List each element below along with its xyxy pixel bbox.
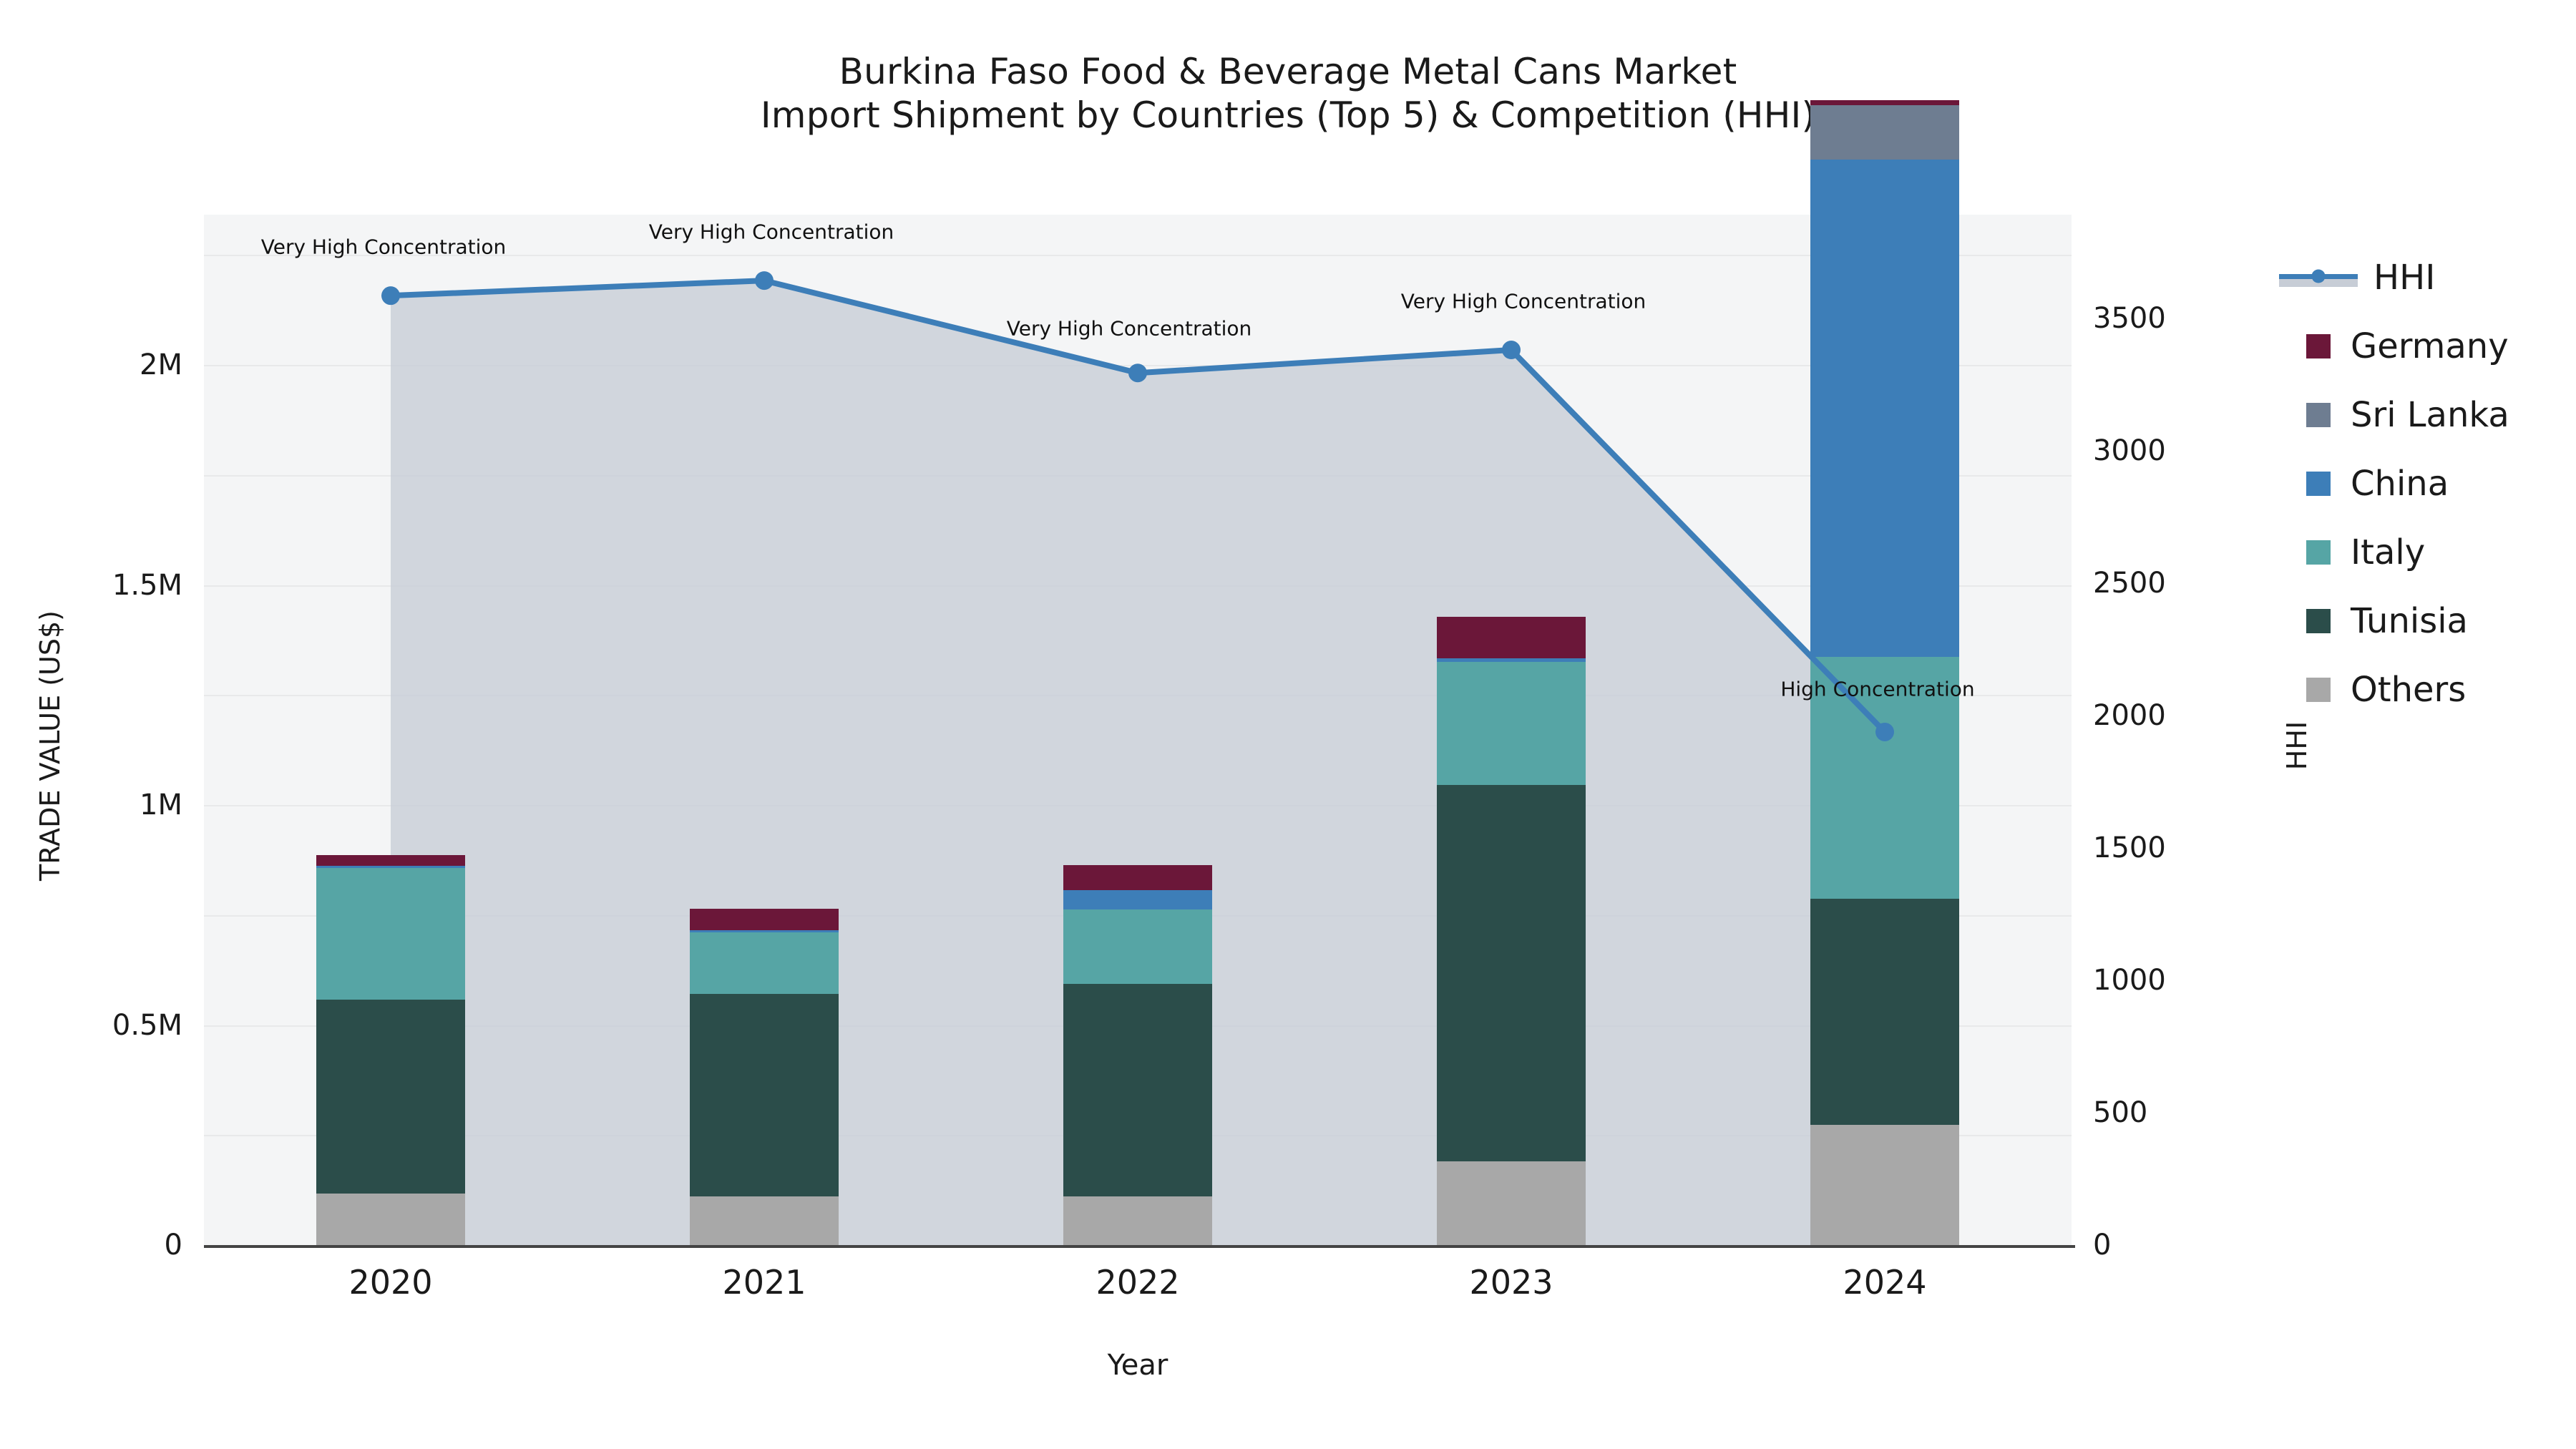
y-tick-left-0.5M: 0.5M	[112, 1008, 182, 1042]
bar-segment-italy[interactable]	[1063, 909, 1212, 984]
bar-segment-tunisia[interactable]	[1810, 899, 1959, 1126]
legend-item-sri-lanka[interactable]: Sri Lanka	[2279, 381, 2509, 449]
legend-color-swatch-icon	[2306, 678, 2331, 702]
chart-title-line-2: Import Shipment by Countries (Top 5) & C…	[760, 94, 1816, 136]
bar-segment-italy[interactable]	[1810, 657, 1959, 899]
y-tick-right-0: 0	[2093, 1229, 2112, 1262]
bar-segment-others[interactable]	[1437, 1161, 1586, 1245]
legend-color-swatch-icon	[2306, 472, 2331, 496]
legend-label: China	[2351, 464, 2449, 504]
y-tick-right-2000: 2000	[2093, 699, 2166, 732]
x-axis-line	[204, 1245, 2075, 1248]
bar-segment-tunisia[interactable]	[690, 994, 839, 1197]
bar-group-2021[interactable]	[690, 215, 839, 1245]
bar-segment-italy[interactable]	[316, 867, 465, 1000]
hhi-marker-2021[interactable]	[755, 271, 774, 291]
bar-group-2024[interactable]	[1810, 99, 1959, 1245]
bar-segment-others[interactable]	[690, 1196, 839, 1245]
legend-label: Germany	[2351, 326, 2509, 366]
chart-title: Burkina Faso Food & Beverage Metal Cans …	[0, 50, 2576, 137]
bar-segment-tunisia[interactable]	[316, 1000, 465, 1194]
hhi-marker-2023[interactable]	[1502, 341, 1521, 360]
legend-color-swatch-icon	[2306, 540, 2331, 565]
bar-segment-germany[interactable]	[316, 855, 465, 866]
legend-item-hhi[interactable]: HHI	[2279, 243, 2509, 312]
hhi-marker-2020[interactable]	[381, 286, 400, 306]
bar-segment-others[interactable]	[316, 1194, 465, 1245]
y-tick-right-3500: 3500	[2093, 302, 2166, 335]
bar-group-2022[interactable]	[1063, 215, 1212, 1245]
hhi-marker-2024[interactable]	[1875, 722, 1894, 741]
bar-segment-china[interactable]	[316, 865, 465, 868]
y-tick-left-1M: 1M	[140, 789, 182, 821]
legend-item-others[interactable]: Others	[2279, 655, 2509, 724]
legend: HHI Germany Sri Lanka China Italy Tunisia Othe…	[2279, 243, 2509, 724]
annotation-2020: Very High Concentration	[260, 235, 507, 259]
legend-color-swatch-icon	[2306, 403, 2331, 427]
annotation-2022: Very High Concentration	[1006, 316, 1252, 341]
bar-segment-italy[interactable]	[1437, 662, 1586, 786]
bar-segment-germany[interactable]	[1437, 617, 1586, 659]
legend-item-italy[interactable]: Italy	[2279, 518, 2509, 587]
x-tick-2020[interactable]: 2020	[348, 1263, 433, 1302]
legend-label: Sri Lanka	[2351, 395, 2509, 435]
legend-line-swatch-icon	[2279, 265, 2358, 290]
bar-group-2023[interactable]	[1437, 215, 1586, 1245]
plot-area: Very High Concentration Very High Concent…	[204, 99, 2072, 1246]
y-tick-right-3000: 3000	[2093, 434, 2166, 467]
legend-color-swatch-icon	[2306, 609, 2331, 633]
gridline	[204, 255, 2072, 257]
y-tick-right-500: 500	[2093, 1096, 2148, 1129]
hhi-line-path	[388, 278, 1888, 735]
legend-label: Others	[2351, 670, 2467, 710]
x-axis-title: Year	[1107, 1349, 1169, 1382]
y-tick-right-2500: 2500	[2093, 567, 2166, 600]
y-tick-right-1500: 1500	[2093, 831, 2166, 864]
legend-item-tunisia[interactable]: Tunisia	[2279, 587, 2509, 655]
y-axis-left-title: TRADE VALUE (US$)	[34, 610, 66, 881]
bar-segment-germany[interactable]	[1810, 99, 1959, 105]
x-tick-2023[interactable]: 2023	[1469, 1263, 1553, 1302]
bar-segment-china[interactable]	[690, 930, 839, 933]
y-tick-left-0: 0	[164, 1229, 182, 1262]
bar-segment-china[interactable]	[1063, 890, 1212, 910]
bar-segment-others[interactable]	[1063, 1196, 1212, 1245]
y-tick-right-1000: 1000	[2093, 964, 2166, 997]
annotation-2024: High Concentration	[1780, 677, 1975, 701]
bar-segment-sri-lanka[interactable]	[1810, 104, 1959, 160]
bar-segment-tunisia[interactable]	[1063, 983, 1212, 1197]
x-tick-2024[interactable]: 2024	[1843, 1263, 1927, 1302]
annotation-2021: Very High Concentration	[648, 220, 894, 244]
y-tick-left-1.5M: 1.5M	[112, 568, 182, 602]
legend-label: Tunisia	[2351, 601, 2468, 641]
chart-title-line-1: Burkina Faso Food & Beverage Metal Cans …	[839, 51, 1737, 92]
x-tick-2022[interactable]: 2022	[1096, 1263, 1180, 1302]
x-tick-2021[interactable]: 2021	[722, 1263, 806, 1302]
bar-segment-tunisia[interactable]	[1437, 785, 1586, 1162]
legend-item-china[interactable]: China	[2279, 449, 2509, 518]
bar-segment-germany[interactable]	[690, 908, 839, 930]
bar-segment-others[interactable]	[1810, 1125, 1959, 1245]
bar-segment-china[interactable]	[1810, 160, 1959, 658]
bar-group-2020[interactable]	[316, 215, 465, 1245]
legend-marker-dot-icon	[2311, 269, 2326, 283]
bar-segment-china[interactable]	[1437, 658, 1586, 663]
legend-item-germany[interactable]: Germany	[2279, 312, 2509, 381]
bar-segment-italy[interactable]	[690, 932, 839, 995]
bar-segment-germany[interactable]	[1063, 865, 1212, 891]
legend-color-swatch-icon	[2306, 334, 2331, 358]
legend-label: HHI	[2373, 258, 2436, 298]
hhi-line-svg	[381, 271, 1894, 741]
hhi-marker-2022[interactable]	[1128, 364, 1147, 383]
annotation-2023: Very High Concentration	[1400, 289, 1646, 313]
y-tick-left-2M: 2M	[140, 348, 182, 381]
legend-label: Italy	[2351, 532, 2426, 572]
